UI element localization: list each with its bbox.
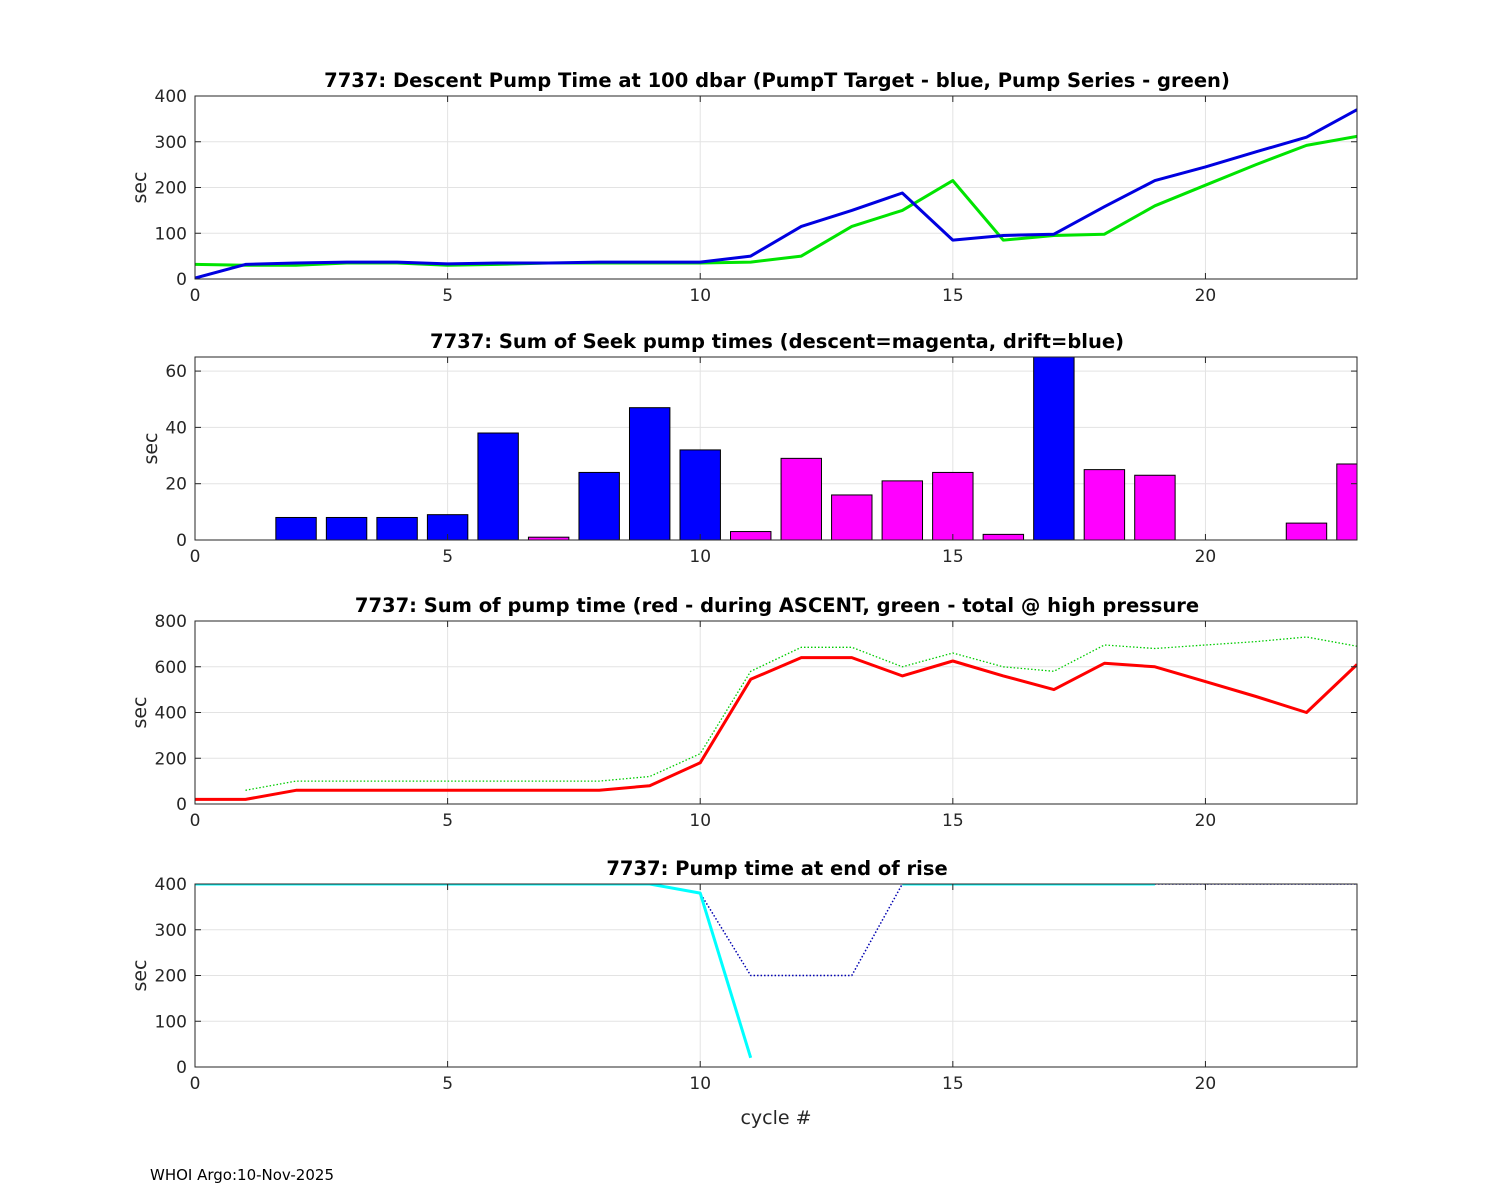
y-tick-label: 0 <box>176 270 187 290</box>
x-tick-label: 0 <box>190 547 201 567</box>
series-line-pumpt-target <box>195 108 1357 279</box>
y-tick-label: 100 <box>155 224 187 244</box>
x-tick-label: 10 <box>689 811 711 831</box>
bar-drift-6 <box>477 432 519 540</box>
series-line-actual <box>195 884 753 1059</box>
x-tick-label: 20 <box>1195 547 1217 567</box>
x-tick-label: 15 <box>942 1074 964 1094</box>
y-tick-label: 200 <box>155 749 187 769</box>
chart-title: 7737: Sum of pump time (red - during ASC… <box>355 594 1199 617</box>
series-line-total-high-pressure <box>245 636 1357 791</box>
y-tick-label: 200 <box>155 179 187 199</box>
x-tick-label: 10 <box>689 286 711 306</box>
y-tick-label: 800 <box>155 612 187 632</box>
chart-title: 7737: Sum of Seek pump times (descent=ma… <box>430 330 1124 353</box>
bar-drift-4 <box>376 516 418 540</box>
x-tick-label: 15 <box>942 286 964 306</box>
y-axis-label: sec <box>129 696 151 728</box>
x-tick-label: 5 <box>442 1074 453 1094</box>
x-tick-label: 5 <box>442 286 453 306</box>
y-tick-label: 400 <box>155 87 187 107</box>
footer-credit: WHOI Argo:10-Nov-2025 <box>150 1166 334 1184</box>
plot-area <box>195 357 1357 540</box>
x-tick-label: 20 <box>1195 811 1217 831</box>
bar-drift-3 <box>325 516 368 540</box>
y-tick-label: 300 <box>155 921 187 941</box>
y-tick-label: 200 <box>155 967 187 987</box>
y-tick-label: 300 <box>155 133 187 153</box>
y-tick-label: 40 <box>165 418 187 438</box>
bar-descent-11 <box>730 531 772 540</box>
y-tick-label: 20 <box>165 475 187 495</box>
chart-panel-2: 0 5 10 15 20 0 20 40 60 7737: Sum of Seek pump ti… <box>140 330 1358 567</box>
series-line-target <box>195 884 1357 977</box>
y-axis-label: sec <box>140 432 162 464</box>
x-axis-label: cycle # <box>740 1107 811 1129</box>
bar-descent-7 <box>527 536 570 540</box>
y-tick-label: 400 <box>155 704 187 724</box>
chart-title: 7737: Descent Pump Time at 100 dbar (Pum… <box>324 69 1230 92</box>
y-tick-label: 0 <box>176 1058 187 1078</box>
y-axis-label: sec <box>129 171 151 203</box>
bar-drift-17 <box>1033 357 1075 540</box>
bar-drift-8 <box>578 471 620 540</box>
plot-marks <box>195 108 1357 279</box>
axes-frame <box>194 356 1358 541</box>
x-tick-label: 10 <box>689 547 711 567</box>
x-tick-label: 0 <box>190 1074 201 1094</box>
plot-marks <box>195 636 1357 801</box>
bar-descent-19 <box>1134 474 1176 540</box>
y-tick-label: 400 <box>155 875 187 895</box>
plot-marks <box>195 357 1357 540</box>
x-tick-label: 0 <box>190 811 201 831</box>
chart-title: 7737: Pump time at end of rise <box>606 857 947 880</box>
x-tick-label: 0 <box>190 286 201 306</box>
y-axis-label: sec <box>129 959 151 991</box>
bar-descent-13 <box>831 494 873 540</box>
bar-drift-10 <box>679 449 721 540</box>
x-tick-label: 20 <box>1195 286 1217 306</box>
x-tick-label: 15 <box>942 547 964 567</box>
bar-descent-15 <box>932 471 974 540</box>
series-line-during-ascent <box>195 656 1357 801</box>
bar-descent-18 <box>1083 469 1126 540</box>
bar-descent-16 <box>982 533 1025 540</box>
x-tick-label: 20 <box>1195 1074 1217 1094</box>
x-tick-label: 5 <box>442 811 453 831</box>
bar-descent-22 <box>1285 522 1328 540</box>
y-tick-label: 100 <box>155 1012 187 1032</box>
y-tick-label: 0 <box>176 531 187 551</box>
bar-descent-12 <box>780 457 822 540</box>
x-tick-label: 15 <box>942 811 964 831</box>
y-tick-label: 60 <box>165 362 187 382</box>
y-tick-label: 0 <box>176 795 187 815</box>
bar-drift-9 <box>628 407 671 540</box>
x-tick-label: 10 <box>689 1074 711 1094</box>
x-tick-label: 5 <box>442 547 453 567</box>
plot-marks <box>195 884 1357 1059</box>
bar-descent-14 <box>881 480 924 540</box>
y-tick-label: 600 <box>155 658 187 678</box>
bar-drift-2 <box>275 516 317 540</box>
